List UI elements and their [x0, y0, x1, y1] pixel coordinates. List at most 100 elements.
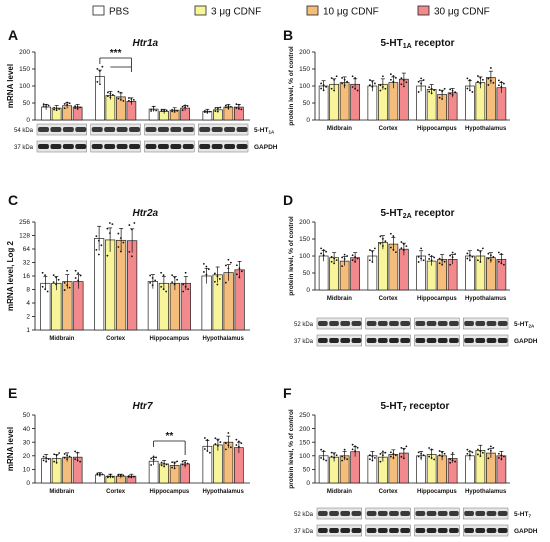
data-point — [214, 107, 217, 109]
data-point — [45, 457, 48, 459]
blot-band — [116, 127, 128, 132]
data-point — [502, 263, 505, 266]
bar — [388, 243, 399, 291]
data-point — [235, 264, 238, 267]
legend-label: 30 μg CDNF — [434, 7, 490, 18]
data-point — [218, 278, 221, 280]
data-point — [351, 86, 354, 88]
data-point — [111, 223, 114, 226]
data-point — [235, 273, 238, 276]
data-point — [368, 259, 371, 262]
data-point — [381, 237, 384, 240]
data-point — [42, 105, 45, 108]
blot-band — [366, 321, 377, 326]
category-label: Hippocampus — [417, 126, 457, 132]
data-point — [487, 252, 490, 255]
blot-band — [486, 511, 497, 516]
legend-swatch — [306, 5, 319, 16]
data-point — [97, 253, 100, 256]
category-label: Midbrain — [49, 489, 74, 495]
data-point — [428, 447, 431, 449]
category-label: Midbrain — [327, 126, 352, 132]
data-point — [356, 257, 359, 260]
blot-band — [464, 528, 474, 533]
data-point — [433, 256, 436, 259]
data-point — [373, 247, 376, 250]
data-point — [341, 455, 344, 458]
data-point — [430, 259, 433, 262]
data-point — [186, 462, 189, 465]
data-point — [487, 457, 490, 460]
legend-label: 10 μg CDNF — [323, 7, 379, 18]
data-point — [66, 458, 69, 460]
bar — [378, 242, 388, 291]
bar — [399, 248, 409, 291]
data-point — [351, 75, 354, 78]
data-point — [428, 258, 431, 260]
y-tick-label: 256 — [19, 219, 30, 226]
data-point — [343, 258, 346, 260]
data-point — [333, 456, 336, 459]
data-point — [466, 448, 469, 451]
data-point — [373, 82, 376, 85]
data-point — [341, 459, 344, 462]
data-point — [173, 276, 176, 279]
data-point — [389, 455, 392, 458]
data-point — [45, 103, 48, 106]
blot-protein-label: 5-HT1A — [254, 127, 275, 135]
blot-band — [182, 127, 194, 132]
data-point — [433, 89, 436, 92]
data-point — [430, 457, 433, 459]
blot-band — [62, 144, 74, 149]
data-point — [130, 255, 133, 258]
data-point — [394, 77, 397, 79]
blot-target-frame — [463, 507, 509, 520]
data-point — [500, 458, 503, 461]
data-point — [119, 475, 122, 477]
data-point — [476, 75, 479, 77]
y-tick-label: 0 — [306, 480, 310, 487]
y-axis-label: protein level, % of control — [288, 409, 295, 489]
data-point — [487, 77, 490, 80]
data-point — [227, 105, 230, 108]
data-point — [181, 460, 184, 463]
panel-title: Htr2a — [133, 208, 159, 219]
blot-band — [329, 511, 339, 516]
data-point — [371, 80, 374, 83]
blot-target-frame — [316, 507, 362, 520]
data-point — [133, 222, 136, 224]
blot-band — [351, 338, 362, 343]
data-point — [422, 259, 425, 262]
data-point — [109, 96, 112, 99]
data-point — [400, 83, 403, 86]
panel-title: 5-HT2A receptor — [381, 208, 455, 220]
data-point — [468, 259, 471, 262]
panel-B: B 5-HT1A receptor 0 50 100 150 200 protein leve… — [283, 27, 510, 132]
data-point — [428, 253, 431, 256]
y-tick-label: 1 — [26, 327, 30, 334]
panel-letter: A — [8, 27, 18, 43]
data-point — [466, 87, 469, 90]
category-label: Hippocampus — [417, 296, 457, 302]
data-point — [227, 258, 230, 261]
data-point — [356, 446, 359, 449]
data-point — [368, 454, 371, 457]
data-point — [173, 110, 176, 113]
data-point — [479, 250, 482, 253]
data-point — [151, 277, 154, 279]
data-point — [428, 455, 431, 458]
data-point — [173, 283, 176, 286]
data-point — [441, 451, 444, 454]
data-point — [163, 465, 166, 468]
data-point — [428, 90, 431, 93]
data-point — [422, 79, 425, 81]
blot-band — [437, 528, 448, 533]
data-point — [227, 267, 230, 270]
data-point — [468, 454, 471, 457]
blot-band — [170, 144, 182, 149]
data-point — [497, 84, 500, 87]
data-point — [497, 260, 500, 263]
blot-band — [104, 144, 116, 149]
panel-letter: C — [8, 192, 18, 208]
category-label: Hypothalamus — [465, 126, 507, 132]
